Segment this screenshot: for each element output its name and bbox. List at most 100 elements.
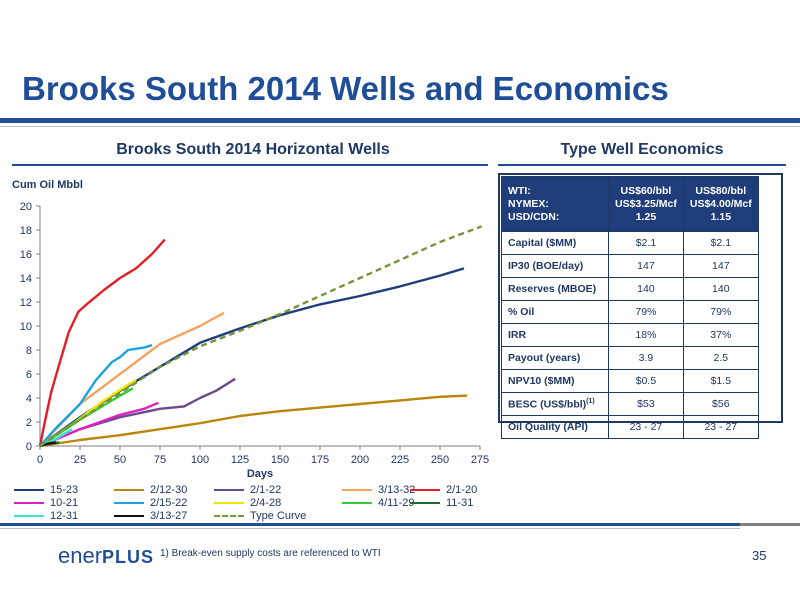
row-label-text: BESC (US$/bbl) [508, 398, 587, 411]
legend-item: 2/1-20 [410, 484, 477, 496]
logo-text-bold: PLUS [102, 547, 155, 567]
row-label-text: Capital ($MM) [508, 237, 577, 249]
table-row: % Oil 79% 79% [501, 300, 759, 324]
row-value-case-1: 147 [608, 254, 684, 278]
row-value-case-2: 2.5 [682, 346, 759, 370]
legend-label: 2/1-20 [446, 484, 478, 496]
logo-text-light: ener [58, 543, 103, 568]
footnote-marker: (1) [586, 397, 595, 405]
row-label: Oil Quality (API) [501, 415, 609, 439]
legend-swatch [410, 502, 440, 504]
row-value-case-1: 18% [608, 323, 684, 347]
row-value-case-1: $53 [608, 392, 684, 416]
legend-swatch [342, 502, 372, 504]
x-tick-label: 225 [391, 454, 409, 466]
chart-heading-rule [12, 164, 488, 166]
row-value-case-1: $2.1 [608, 231, 684, 255]
x-tick-label: 100 [191, 454, 209, 466]
legend-label: 15-23 [50, 484, 79, 496]
legend-swatch [14, 502, 44, 504]
row-label: Reserves (MBOE) [501, 277, 609, 301]
chart-heading: Brooks South 2014 Horizontal Wells [116, 141, 390, 158]
series-line-2-1-22 [39, 377, 236, 448]
legend-item: 2/12-30 [114, 484, 187, 496]
row-value-case-1: 23 - 27 [608, 415, 684, 439]
legend-label: 12-31 [50, 510, 79, 522]
page-number: 35 [752, 548, 767, 563]
enerplus-logo: enerPLUS [58, 543, 154, 569]
table-row: Oil Quality (API) 23 - 27 23 - 27 [501, 415, 759, 439]
header-case-1: US$60/bbl US$3.25/Mcf 1.25 [608, 176, 684, 232]
row-label: Payout (years) [501, 346, 609, 370]
legend-swatch [214, 489, 244, 491]
y-tick-label: 12 [20, 297, 32, 309]
legend-label: 2/1-22 [250, 484, 282, 496]
y-tick-label: 0 [26, 441, 32, 453]
row-value-case-1: $0.5 [608, 369, 684, 393]
row-label-text: Oil Quality (API) [508, 421, 588, 433]
row-value-case-2: 23 - 27 [682, 415, 759, 439]
legend-item: 11-31 [410, 497, 473, 509]
row-value-case-2: $56 [682, 392, 759, 416]
x-tick-label: 175 [311, 454, 329, 466]
y-tick-label: 20 [20, 201, 32, 213]
row-label: Capital ($MM) [501, 231, 609, 255]
legend-label: 2/12-30 [150, 484, 188, 496]
row-value-case-2: 37% [682, 323, 759, 347]
header-case-2: US$80/bbl US$4.00/Mcf 1.15 [682, 176, 759, 232]
footnote: 1) Break-even supply costs are reference… [160, 548, 381, 559]
legend-swatch [14, 515, 44, 517]
x-tick-label: 200 [351, 454, 369, 466]
table-row: IRR 18% 37% [501, 323, 759, 347]
series-line-2-12-30 [39, 394, 468, 448]
legend-label: 3/13-32 [378, 484, 416, 496]
row-label: % Oil [501, 300, 609, 324]
y-tick-label: 14 [20, 273, 32, 285]
row-label-text: Payout (years) [508, 352, 581, 364]
row-value-case-1: 3.9 [608, 346, 684, 370]
row-value-case-1: 140 [608, 277, 684, 301]
footer-rule-accent [740, 523, 800, 526]
legend-item: 3/13-32 [342, 484, 415, 496]
table-heading: Type Well Economics [560, 141, 724, 158]
legend-item: 12-31 [14, 510, 78, 522]
legend-item: 10-21 [14, 497, 78, 509]
table-row: Payout (years) 3.9 2.5 [501, 346, 759, 370]
x-tick-label: 50 [114, 454, 126, 466]
legend-label: 10-21 [50, 497, 79, 509]
table-row: Reserves (MBOE) 140 140 [501, 277, 759, 301]
legend-label: 3/13-27 [150, 510, 188, 522]
row-label: IP30 (BOE/day) [501, 254, 609, 278]
legend-item: 15-23 [14, 484, 78, 496]
legend-item: 4/11-29 [342, 497, 415, 509]
x-tick-label: 75 [154, 454, 166, 466]
legend-item: 3/13-27 [114, 510, 187, 522]
series-layer [38, 225, 483, 448]
row-value-case-2: 147 [682, 254, 759, 278]
table-row: BESC (US$/bbl)(1) $53 $56 [501, 392, 759, 416]
table-row: Capital ($MM) $2.1 $2.1 [501, 231, 759, 255]
legend-item: 2/1-22 [214, 484, 281, 496]
row-value-case-2: 79% [682, 300, 759, 324]
series-line-10-21 [39, 401, 159, 448]
footer-rule [0, 523, 740, 526]
legend-label: 4/11-29 [378, 497, 415, 509]
legend-label: 11-31 [446, 497, 474, 509]
legend-item: 2/15-22 [114, 497, 187, 509]
legend-swatch [14, 489, 44, 491]
row-label-text: IP30 (BOE/day) [508, 260, 584, 272]
row-label: IRR [501, 323, 609, 347]
x-tick-label: 150 [271, 454, 289, 466]
table-row: IP30 (BOE/day) 147 147 [501, 254, 759, 278]
row-label-text: Reserves (MBOE) [508, 283, 597, 295]
table-header-row: WTI: NYMEX: USD/CDN: US$60/bbl US$3.25/M… [501, 176, 759, 232]
x-axis-label: Days [247, 468, 273, 480]
table-row: NPV10 ($MM) $0.5 $1.5 [501, 369, 759, 393]
x-tick-label: 275 [471, 454, 489, 466]
series-line-15-23 [39, 267, 465, 447]
x-tick-label: 25 [74, 454, 86, 466]
row-value-case-1: 79% [608, 300, 684, 324]
y-tick-label: 4 [26, 393, 32, 405]
